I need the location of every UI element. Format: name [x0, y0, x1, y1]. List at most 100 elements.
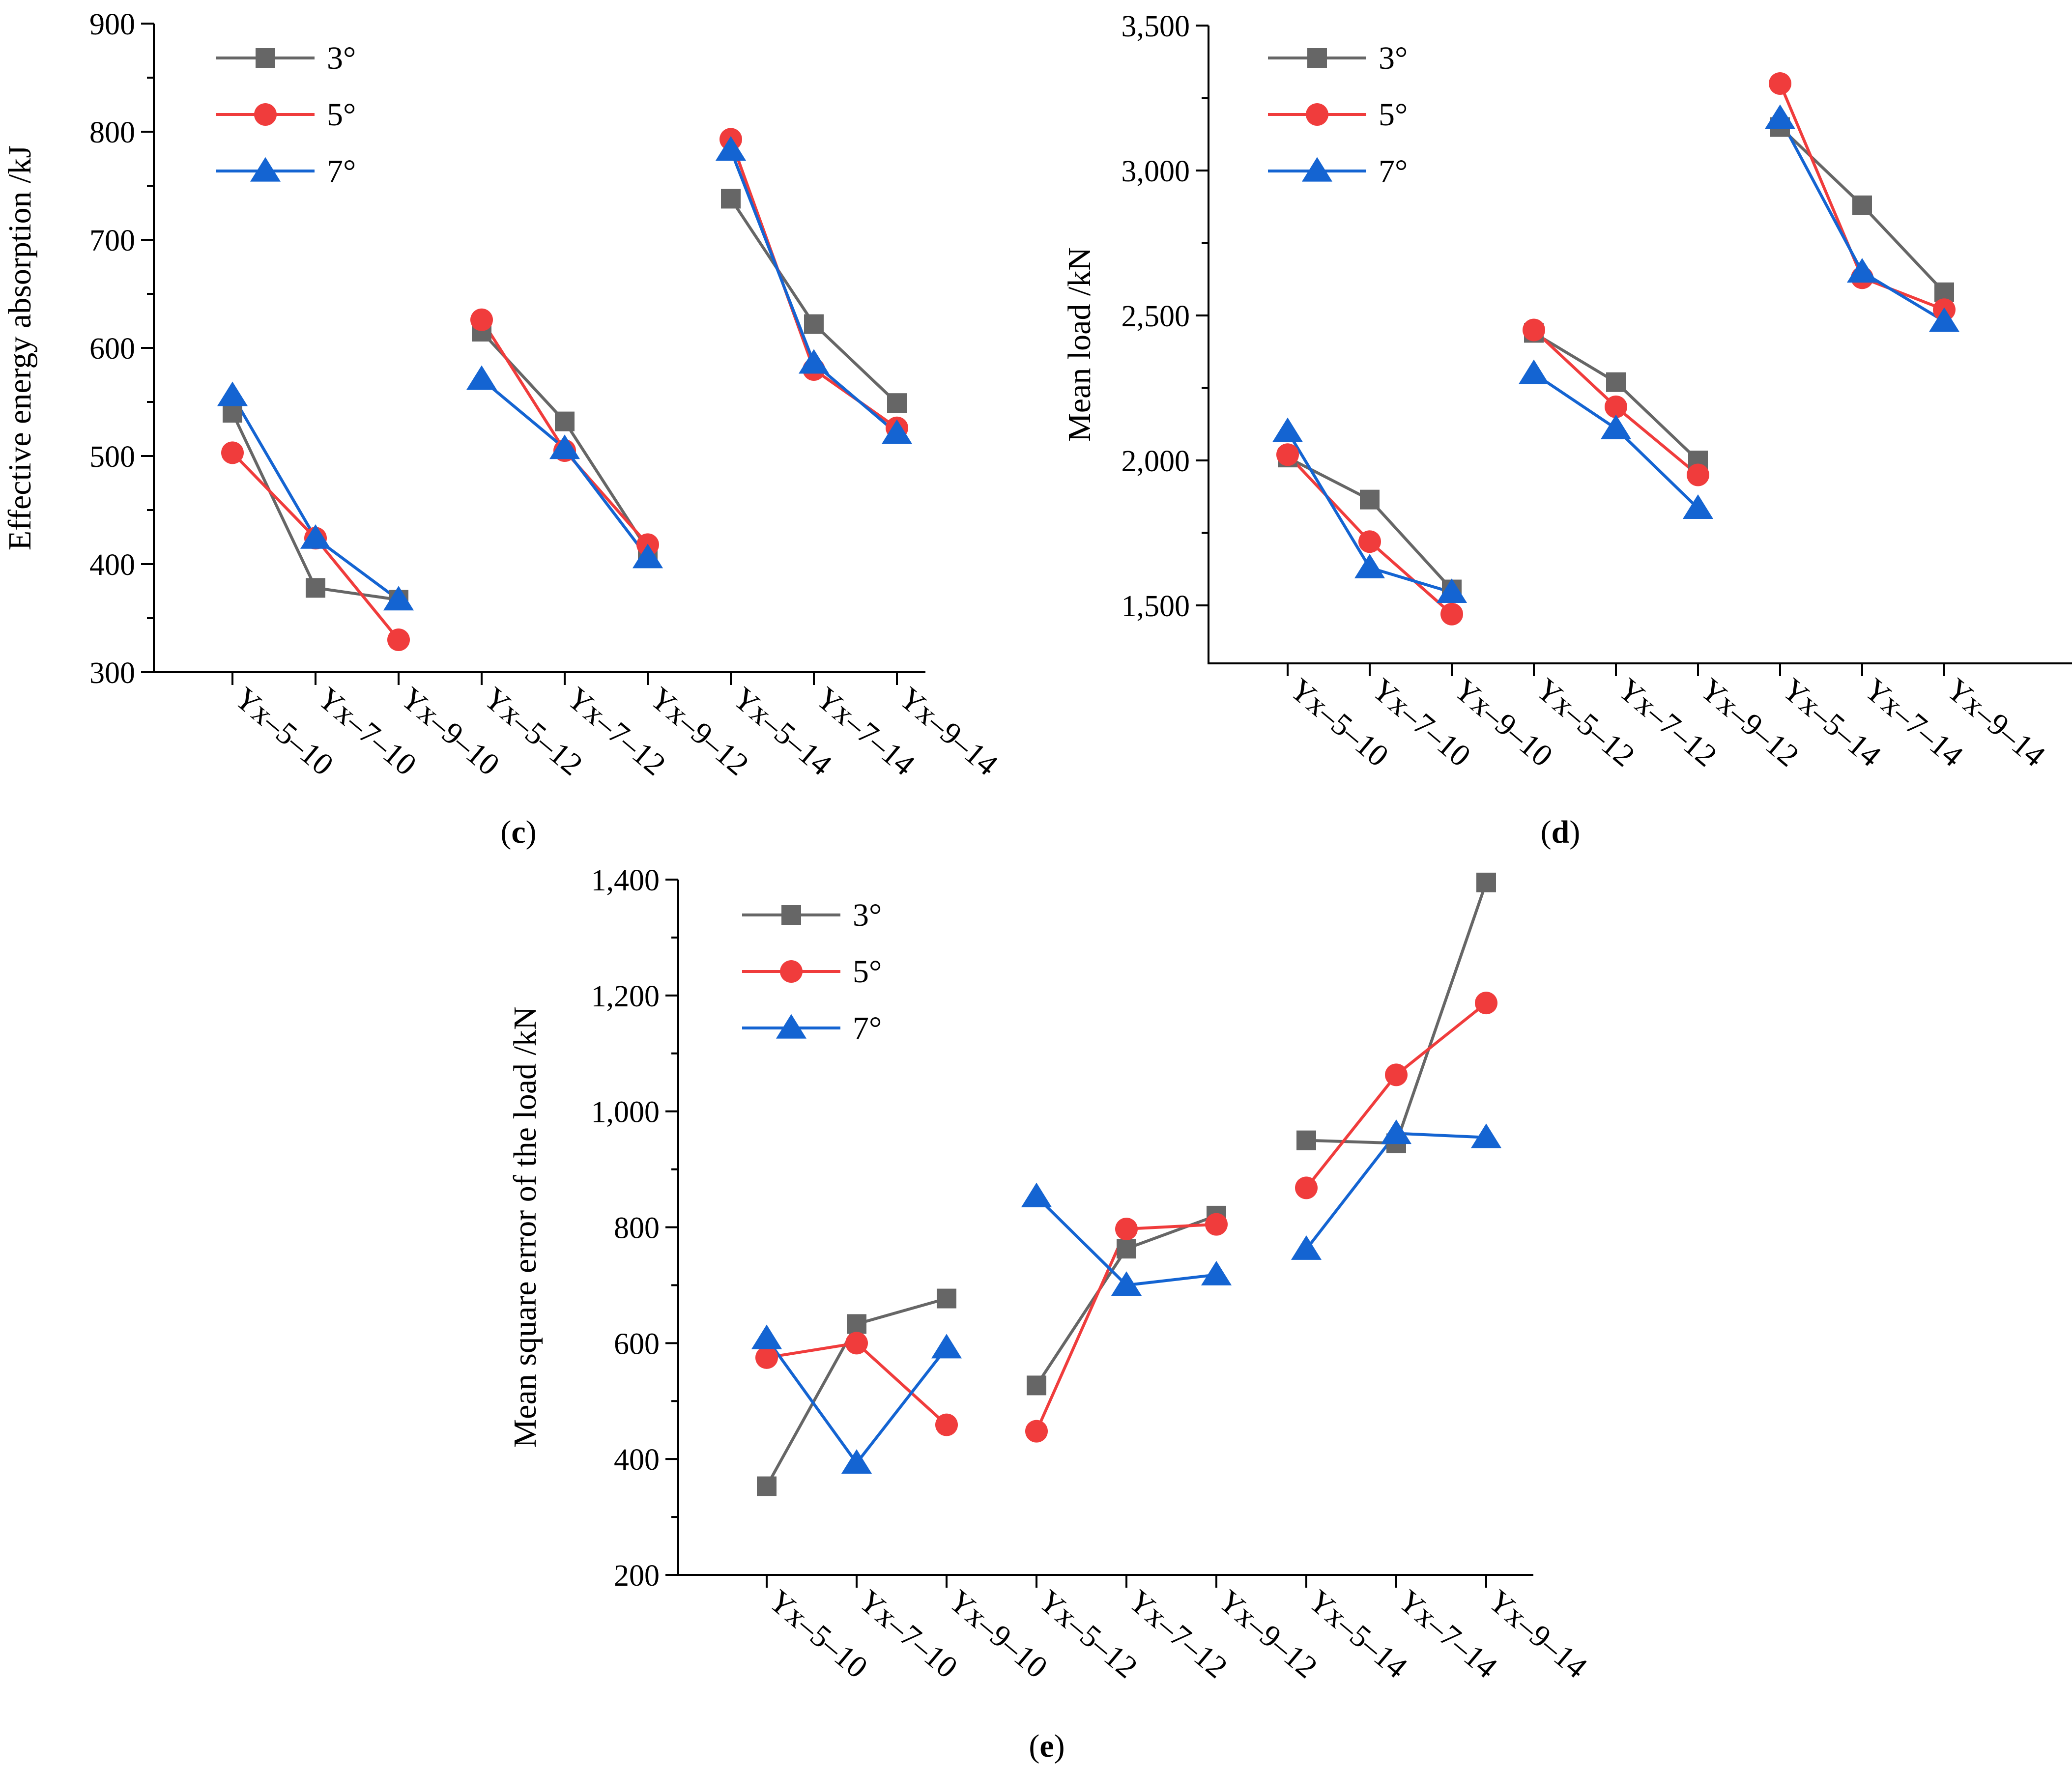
y-axis-title: Effective energy absorption /kJ [2, 145, 38, 550]
data-point-5deg [1769, 72, 1791, 95]
data-point-3deg [847, 1314, 866, 1334]
legend-marker-7deg [250, 157, 281, 182]
y-tick-label: 800 [614, 1212, 660, 1245]
data-point-7deg [881, 419, 913, 444]
data-point-7deg [841, 1449, 872, 1474]
y-tick-label: 1,000 [591, 1096, 660, 1129]
data-point-5deg [1523, 318, 1545, 342]
data-point-7deg [1272, 417, 1303, 442]
data-point-5deg [387, 628, 410, 651]
data-point-7deg [300, 524, 331, 549]
legend-label-5deg: 5° [327, 97, 356, 133]
x-tick-label: Yx–9–14 [1482, 1583, 1594, 1685]
y-axis-title: Mean square error of the load /kN [507, 1007, 543, 1448]
data-point-3deg [1027, 1375, 1046, 1396]
legend-marker-3deg [1307, 48, 1327, 68]
legend-marker-3deg [256, 48, 275, 68]
data-point-5deg [1115, 1218, 1138, 1241]
legend-label-7deg: 7° [853, 1010, 882, 1046]
y-tick-label: 800 [89, 116, 135, 149]
legend-label-3deg: 3° [1379, 40, 1408, 76]
data-point-5deg [1295, 1176, 1318, 1199]
x-tick-label: Yx–7–14 [1392, 1583, 1504, 1685]
y-axis-title: Mean load /kN [1062, 247, 1097, 442]
data-point-3deg [1117, 1239, 1136, 1259]
data-point-3deg [1852, 195, 1872, 215]
data-point-5deg [1440, 602, 1463, 626]
x-tick-label: Yx–5–14 [1302, 1583, 1414, 1685]
data-point-3deg [721, 189, 741, 209]
y-tick-label: 400 [89, 548, 135, 582]
data-point-3deg [757, 1476, 777, 1496]
data-point-5deg [1385, 1063, 1408, 1086]
data-point-7deg [1846, 258, 1878, 283]
series-line-5deg [729, 139, 898, 429]
series-line-7deg [231, 395, 400, 601]
data-point-7deg [1518, 359, 1550, 384]
legend-label-3deg: 3° [327, 40, 356, 76]
panel-label: (c) [500, 814, 536, 850]
data-point-7deg [1021, 1182, 1052, 1207]
y-tick-label: 700 [89, 224, 135, 257]
chart-panel-c: 300 400 500 600 700 800 900 Effective energy ab… [2, 8, 1005, 850]
x-tick-label: Yx–9–12 [1212, 1583, 1324, 1685]
y-tick-label: 3,000 [1122, 155, 1190, 188]
data-point-7deg [1291, 1235, 1322, 1260]
data-point-7deg [632, 543, 663, 569]
data-point-7deg [466, 365, 497, 390]
panel-label: (e) [1029, 1728, 1065, 1764]
y-tick-label: 1,200 [591, 980, 660, 1013]
data-point-5deg [1687, 463, 1709, 486]
data-point-3deg [1476, 872, 1496, 892]
data-point-5deg [935, 1413, 958, 1436]
data-point-7deg [1682, 494, 1714, 519]
series-line-3deg [1306, 882, 1488, 1145]
data-point-7deg [1381, 1119, 1412, 1144]
data-point-5deg [845, 1332, 868, 1355]
data-point-5deg [1358, 530, 1381, 553]
panel-label: (d) [1541, 814, 1581, 850]
data-point-7deg [383, 586, 414, 611]
legend-label-3deg: 3° [853, 897, 882, 933]
data-point-3deg [937, 1288, 956, 1309]
y-tick-label: 2,500 [1122, 300, 1190, 333]
series-line-7deg [729, 149, 898, 435]
data-point-3deg [555, 411, 575, 431]
chart-panel-e: 200 400 600 800 1,000 1,200 1,400 Mean square e… [507, 864, 1594, 1764]
data-point-3deg [1360, 489, 1380, 510]
legend-label-5deg: 5° [1379, 97, 1408, 133]
data-point-5deg [221, 441, 244, 464]
y-tick-label: 600 [614, 1327, 660, 1361]
data-point-7deg [1354, 553, 1385, 578]
y-tick-label: 1,400 [591, 864, 660, 897]
legend-marker-5deg [780, 960, 803, 983]
y-tick-label: 300 [89, 656, 135, 690]
data-point-5deg [1605, 395, 1627, 418]
y-tick-label: 200 [614, 1559, 660, 1593]
data-point-3deg [306, 578, 325, 598]
series-line-7deg [1533, 372, 1699, 510]
data-point-7deg [1928, 307, 1960, 332]
data-point-7deg [1111, 1271, 1142, 1296]
legend-marker-5deg [1306, 103, 1328, 126]
data-point-7deg [549, 434, 580, 459]
legend-label-7deg: 7° [327, 153, 356, 189]
data-point-7deg [751, 1324, 782, 1349]
data-point-3deg [804, 314, 824, 334]
legend-label-7deg: 7° [1379, 153, 1408, 189]
series-line-5deg [1305, 1001, 1487, 1189]
data-point-5deg [1475, 992, 1497, 1015]
data-point-3deg [1296, 1130, 1316, 1150]
data-point-3deg [1606, 372, 1626, 392]
y-tick-label: 2,000 [1122, 445, 1190, 478]
legend-marker-7deg [1301, 157, 1333, 182]
data-point-7deg [1201, 1260, 1232, 1285]
data-point-3deg [223, 403, 242, 423]
data-point-5deg [1276, 443, 1299, 466]
x-tick-label: Yx–7–12 [1122, 1583, 1234, 1685]
data-point-7deg [931, 1334, 962, 1359]
y-tick-label: 3,500 [1122, 10, 1190, 43]
legend-label-5deg: 5° [853, 954, 882, 990]
